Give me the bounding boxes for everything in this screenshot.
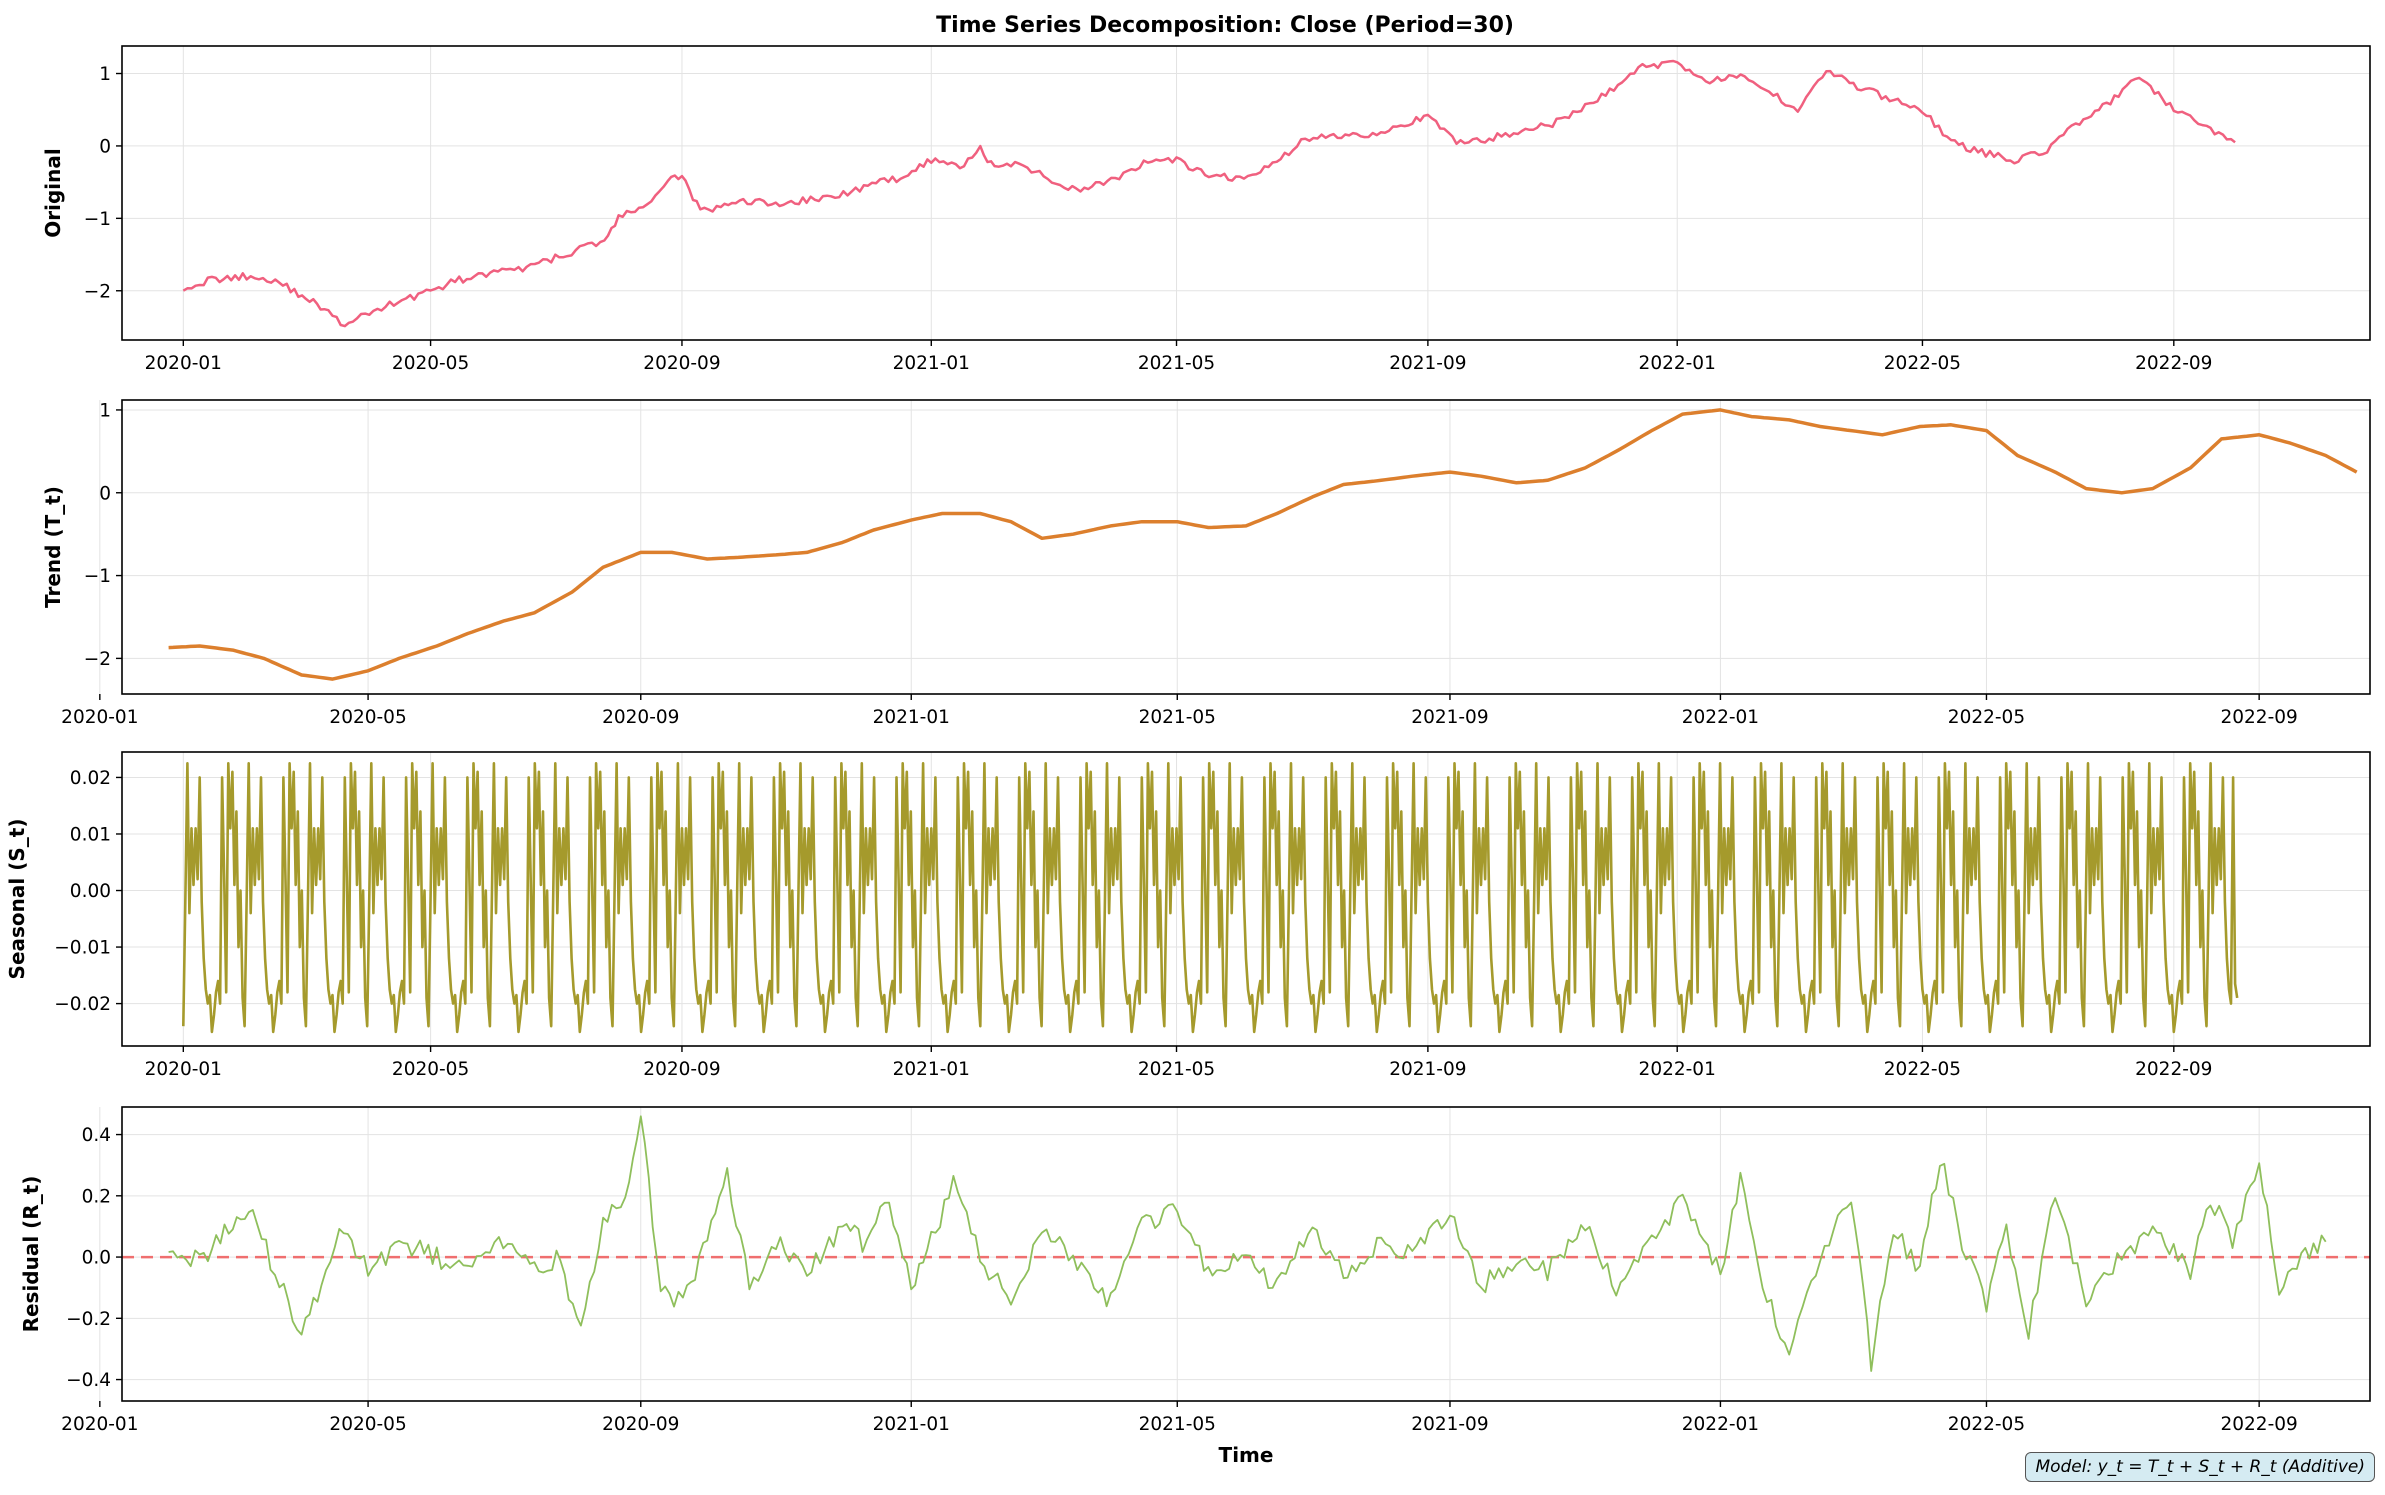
y-axis-label: Original xyxy=(41,148,65,237)
x-tick-label: 2021-01 xyxy=(873,707,950,728)
y-axis-label: Residual (R_t) xyxy=(19,1176,43,1333)
x-tick-label: 2020-05 xyxy=(329,1414,406,1435)
panel-residual: −0.4 −0.2 0.0 0.2 0.4 2020-01 2020-05 2020-09 20… xyxy=(19,1106,2371,1435)
model-note: Model: y_t = T_t + S_t + R_t (Additive) xyxy=(2025,1452,2375,1482)
x-tick-label: 2022-09 xyxy=(2135,353,2212,374)
y-tick-label: −0.4 xyxy=(66,1370,111,1391)
y-axis-label: Seasonal (S_t) xyxy=(5,819,29,980)
y-tick-label: 0.0 xyxy=(82,1248,111,1269)
y-tick-label: −0.01 xyxy=(54,938,111,959)
x-tick-label: 2021-01 xyxy=(893,1059,970,1080)
x-tick-label: 2020-05 xyxy=(392,353,469,374)
y-tick-label: −2 xyxy=(84,649,111,670)
y-tick-label: −1 xyxy=(84,209,111,230)
x-tick-label: 2020-01 xyxy=(61,1414,138,1435)
x-tick-label: 2020-01 xyxy=(145,353,222,374)
residual-series-line xyxy=(168,1115,2327,1372)
y-tick-label: 0.00 xyxy=(70,881,111,902)
y-tick-label: 0 xyxy=(99,136,111,157)
x-tick-label: 2022-05 xyxy=(1948,1414,2025,1435)
plot-frame xyxy=(121,1106,2371,1402)
y-tick-label: 0.2 xyxy=(82,1186,111,1207)
plot-frame xyxy=(121,45,2371,341)
panel-trend: −2 −1 0 1 2020-01 2020-05 2020-09 2021-01 2021-0… xyxy=(41,399,2371,728)
panel-seasonal: −0.02 −0.01 0.00 0.01 0.02 2020-01 2020-05 2020… xyxy=(5,751,2371,1080)
x-tick-label: 2021-09 xyxy=(1389,353,1466,374)
x-tick-label: 2022-01 xyxy=(1639,353,1716,374)
x-tick-label: 2021-05 xyxy=(1139,707,1216,728)
plot-frame xyxy=(121,399,2371,695)
x-tick-label: 2021-09 xyxy=(1411,1414,1488,1435)
panel-original: −2 −1 0 1 2020-01 2020-05 2020-09 2021-01 2021-0… xyxy=(41,45,2371,374)
x-tick-label: 2022-05 xyxy=(1884,1059,1961,1080)
x-tick-label: 2020-01 xyxy=(145,1059,222,1080)
x-tick-label: 2022-05 xyxy=(1948,707,2025,728)
x-tick-label: 2022-01 xyxy=(1682,707,1759,728)
x-tick-label: 2021-01 xyxy=(893,353,970,374)
x-tick-label: 2020-09 xyxy=(602,707,679,728)
x-tick-label: 2021-05 xyxy=(1139,1414,1216,1435)
x-tick-label: 2022-01 xyxy=(1639,1059,1716,1080)
x-tick-label: 2022-01 xyxy=(1682,1414,1759,1435)
y-tick-label: −0.02 xyxy=(54,994,111,1015)
y-tick-label: 1 xyxy=(99,64,111,85)
plot-frame xyxy=(121,751,2371,1047)
y-tick-label: −2 xyxy=(84,281,111,302)
y-tick-label: −0.2 xyxy=(66,1309,111,1330)
y-tick-label: 0.4 xyxy=(82,1125,111,1146)
x-tick-label: 2022-09 xyxy=(2220,1414,2297,1435)
x-tick-label: 2020-05 xyxy=(392,1059,469,1080)
y-tick-label: 0.01 xyxy=(70,824,111,845)
original-series-line xyxy=(182,59,2236,328)
figure-title: Time Series Decomposition: Close (Period… xyxy=(936,13,1514,38)
y-tick-label: −1 xyxy=(84,566,111,587)
x-tick-label: 2022-09 xyxy=(2135,1059,2212,1080)
y-tick-label: 0 xyxy=(99,483,111,504)
x-axis-label: Time xyxy=(1219,1443,1274,1467)
y-tick-label: 1 xyxy=(99,400,111,421)
seasonal-series-line xyxy=(182,761,2239,1034)
x-tick-label: 2022-09 xyxy=(2220,707,2297,728)
y-tick-label: 0.02 xyxy=(70,768,111,789)
x-tick-label: 2020-01 xyxy=(61,707,138,728)
x-tick-label: 2021-09 xyxy=(1411,707,1488,728)
x-tick-label: 2020-05 xyxy=(329,707,406,728)
x-tick-label: 2020-09 xyxy=(643,353,720,374)
trend-series-line xyxy=(168,408,2358,681)
x-tick-label: 2021-05 xyxy=(1138,1059,1215,1080)
x-tick-label: 2022-05 xyxy=(1884,353,1961,374)
x-tick-label: 2021-01 xyxy=(873,1414,950,1435)
y-axis-label: Trend (T_t) xyxy=(41,486,65,608)
x-tick-label: 2020-09 xyxy=(643,1059,720,1080)
x-tick-label: 2021-05 xyxy=(1138,353,1215,374)
x-tick-label: 2021-09 xyxy=(1389,1059,1466,1080)
x-tick-label: 2020-09 xyxy=(602,1414,679,1435)
